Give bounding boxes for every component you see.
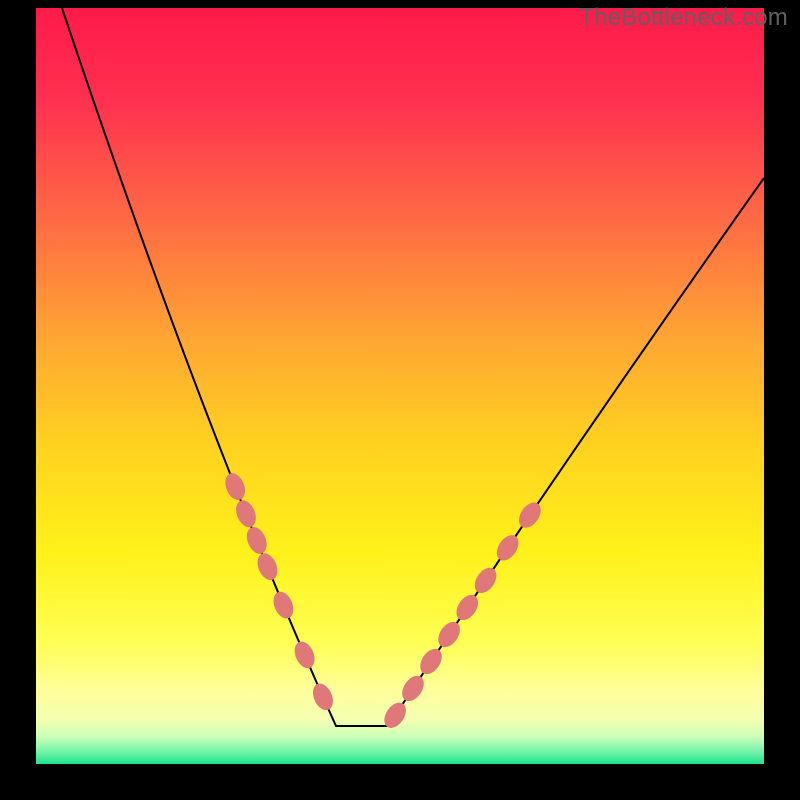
chart-svg xyxy=(0,0,800,800)
frame: TheBottleneck.com xyxy=(0,0,800,800)
watermark-text: TheBottleneck.com xyxy=(579,4,788,32)
plot-background xyxy=(36,8,764,764)
